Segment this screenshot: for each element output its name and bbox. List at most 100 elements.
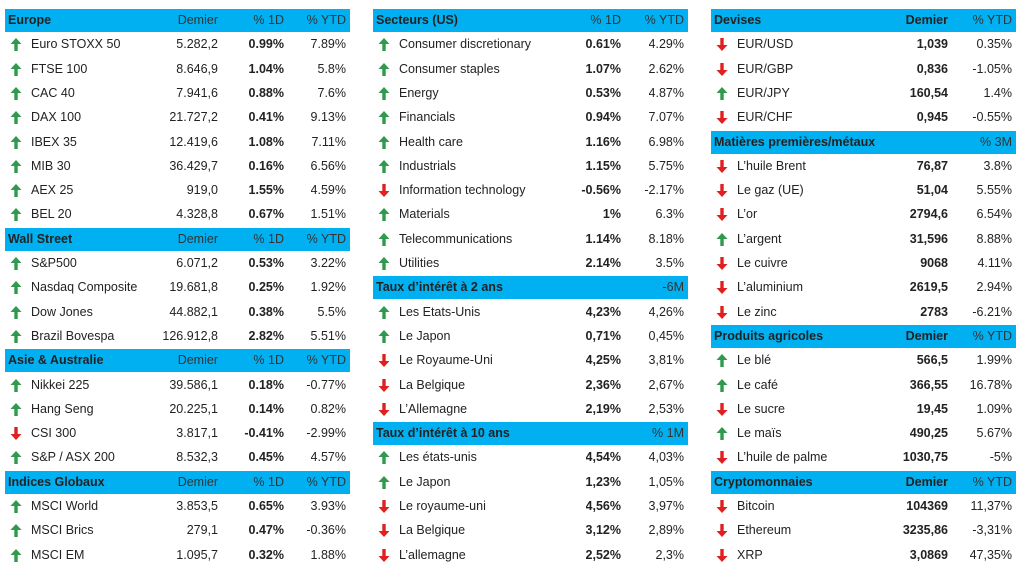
row-value: 0.82% [310, 401, 346, 416]
row-value: 0.25% [248, 280, 284, 295]
row-value: 51,04 [916, 183, 948, 198]
arrow-down [716, 451, 728, 465]
row-value: 1.51% [310, 207, 346, 222]
row-value: 2,3% [655, 547, 685, 562]
row-value: 7.11% [311, 134, 346, 149]
row-value: 8.88% [976, 231, 1012, 246]
table-row: Bitcoin 104369 11,37% [711, 495, 1016, 518]
arrow-up [378, 159, 390, 173]
arrow-up [378, 451, 390, 465]
table-row: Consumer discretionary 0.61% 4.29% [373, 33, 688, 56]
row-value: -0.77% [306, 377, 346, 392]
row-value: 5.75% [648, 158, 684, 173]
table-row: Le sucre 19,45 1.09% [711, 398, 1016, 421]
row-value: 1.92% [310, 280, 346, 295]
column-header: % 1D [590, 13, 621, 27]
table-row: CSI 300 3.817,1 -0.41% -2.99% [5, 422, 350, 445]
row-value: 5.8% [317, 61, 347, 76]
row-value: 0.14% [248, 401, 284, 416]
row-label: Brazil Bovespa [31, 328, 115, 343]
section-title: Taux d’intérêt à 10 ans [376, 426, 510, 441]
arrow-up [10, 378, 22, 392]
row-value: 5.282,2 [176, 37, 218, 52]
row-value: -0.55% [972, 110, 1012, 125]
table-row: EUR/USD 1,039 0.35% [711, 33, 1016, 56]
row-label: Bitcoin [737, 499, 775, 513]
row-label: L’allemagne [399, 547, 466, 562]
row-value: 0.38% [248, 304, 284, 319]
row-value: 366,55 [909, 377, 948, 392]
section-header: Europe Demier % 1D % YTD [5, 9, 350, 32]
column-header: % YTD [306, 13, 346, 27]
row-label: L’huile Brent [737, 158, 806, 173]
table-row: Le Japon 0,71% 0,45% [373, 325, 688, 348]
arrow-down [378, 402, 390, 416]
row-label: Nikkei 225 [31, 377, 90, 392]
row-label: La Belgique [399, 523, 466, 538]
arrow-up [10, 184, 22, 198]
arrow-up [10, 305, 22, 319]
row-value: 1.14% [585, 231, 621, 246]
row-value: 11,37% [970, 499, 1012, 513]
row-value: -6.21% [972, 304, 1012, 319]
row-label: L’Allemagne [399, 401, 468, 416]
row-value: 7.6% [317, 85, 347, 100]
arrow-up [10, 86, 22, 100]
row-value: 1.16% [585, 134, 621, 149]
column-header: % 1D [253, 353, 284, 368]
arrow-up [716, 378, 728, 392]
section-title: Indices Globaux [8, 474, 105, 489]
row-label: Financials [399, 110, 456, 125]
row-value: 4,26% [648, 304, 684, 319]
row-label: XRP [737, 547, 763, 562]
row-value: 4,03% [648, 450, 684, 465]
row-value: 1.08% [248, 134, 284, 149]
table-row: Information technology -0.56% -2.17% [373, 179, 688, 202]
row-value: 2,89% [648, 523, 684, 538]
arrow-up [716, 427, 728, 441]
table-row: Le Japon 1,23% 1,05% [373, 471, 688, 494]
arrow-up [378, 38, 390, 52]
row-value: 5.67% [976, 426, 1012, 441]
row-value: 1.095,7 [176, 547, 218, 562]
row-value: 3.817,1 [176, 426, 218, 441]
arrow-up [10, 257, 22, 270]
arrow-down [716, 281, 728, 295]
row-label: MIB 30 [31, 158, 71, 173]
row-value: 3235,86 [902, 523, 948, 538]
arrow-down [716, 402, 728, 416]
row-label: Le Japon [399, 474, 451, 489]
table-row: FTSE 100 8.646,9 1.04% 5.8% [5, 58, 350, 81]
table-row: Consumer staples 1.07% 2.62% [373, 58, 688, 81]
arrow-up [378, 475, 390, 489]
row-value: 919,0 [186, 183, 218, 198]
row-value: 0,945 [916, 110, 948, 125]
row-value: 2794,6 [909, 207, 948, 222]
row-value: 5.55% [976, 183, 1012, 198]
arrow-up [378, 111, 390, 125]
row-value: 1% [602, 207, 621, 222]
column-header: % YTD [972, 474, 1012, 489]
table-row: S&P500 6.071,2 0.53% 3.22% [5, 252, 350, 275]
table-row: Utilities 2.14% 3.5% [373, 252, 688, 275]
row-value: 3.93% [310, 499, 346, 513]
table-row: EUR/GBP 0,836 -1.05% [711, 58, 1016, 81]
table-row: EUR/CHF 0,945 -0.55% [711, 106, 1016, 129]
column-header: Demier [177, 474, 218, 489]
table-row: L’huile de palme 1030,75 -5% [711, 446, 1016, 469]
column-header: % YTD [306, 353, 346, 368]
table-row: La Belgique 2,36% 2,67% [373, 374, 688, 397]
row-value: 3,0869 [909, 547, 948, 562]
section-title: Produits agricoles [714, 328, 824, 343]
row-label: Le café [737, 377, 779, 392]
table-row: Industrials 1.15% 5.75% [373, 155, 688, 178]
arrow-up [10, 62, 22, 76]
row-value: 7.07% [648, 110, 684, 125]
table-row: Le zinc 2783 -6.21% [711, 301, 1016, 324]
section-title: Asie & Australie [8, 353, 104, 368]
row-value: 0,71% [585, 328, 621, 343]
table-row: Le gaz (UE) 51,04 5.55% [711, 179, 1016, 202]
table-row: XRP 3,0869 47,35% [711, 544, 1016, 567]
column-header: % 1D [253, 13, 284, 27]
row-label: Le maïs [737, 426, 782, 441]
